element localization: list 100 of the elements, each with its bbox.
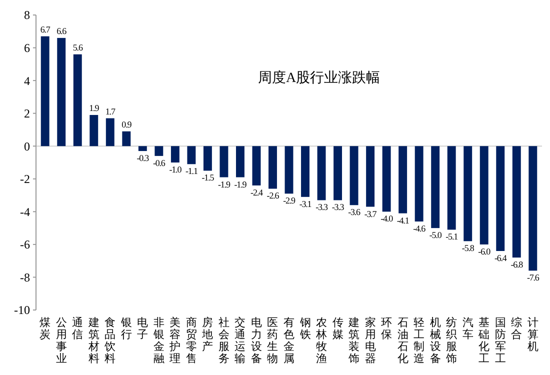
x-tick-label: 医药生物 <box>267 317 278 365</box>
data-label: -7.6 <box>526 272 540 283</box>
bar <box>252 146 261 186</box>
x-tick-label: 汽车 <box>462 317 474 341</box>
x-tick-label: 国防军工 <box>494 317 506 365</box>
bar <box>203 146 212 171</box>
x-tick-label: 美容护理 <box>168 316 181 365</box>
bar <box>57 38 66 146</box>
bar <box>447 146 456 230</box>
bar <box>528 146 538 271</box>
text: 周度A股行业涨跌幅 <box>258 70 380 86</box>
bar <box>414 146 424 222</box>
x-tick-label: 公用事业 <box>56 317 67 365</box>
bar <box>301 146 310 197</box>
data-label: -3.3 <box>316 202 329 212</box>
x-tick-label: 电子 <box>137 316 148 341</box>
data-label: -4.6 <box>413 224 426 234</box>
data-label: -1.9 <box>218 179 231 190</box>
bar <box>334 146 342 200</box>
data-label: -6.8 <box>510 260 524 270</box>
y-tick-label: 8 <box>24 8 30 22</box>
data-label: -3.6 <box>348 207 362 218</box>
data-label: -6.0 <box>478 246 492 256</box>
x-tick-label: 银行 <box>120 317 132 341</box>
x-tick-label: 轻工制造 <box>414 317 425 365</box>
bar <box>317 146 326 200</box>
data-label: 1.7 <box>105 106 116 116</box>
bar <box>284 146 294 194</box>
y-tick-label: -8 <box>20 270 30 284</box>
data-label: -3.7 <box>364 208 378 219</box>
x-tick-label: 石油石化 <box>397 317 408 365</box>
y-tick-label: -10 <box>14 303 30 318</box>
data-label: -1.1 <box>186 166 198 176</box>
bar <box>220 146 228 178</box>
bar <box>236 146 244 178</box>
y-tick-label: -6 <box>20 238 30 252</box>
bar <box>350 146 358 206</box>
bar <box>122 131 131 146</box>
bar <box>464 146 472 242</box>
bar <box>431 146 440 228</box>
data-label: 5.6 <box>72 42 84 52</box>
data-label: -0.6 <box>152 158 166 168</box>
bar <box>480 146 488 244</box>
x-tick-label: 食品饮料 <box>104 317 116 365</box>
data-label: -5.8 <box>462 243 475 254</box>
y-tick-label: 0 <box>24 139 30 154</box>
bar <box>40 36 50 146</box>
data-label: -0.3 <box>136 153 150 164</box>
bar <box>187 146 196 164</box>
data-label: -1.0 <box>169 164 182 174</box>
data-label: -6.4 <box>494 253 508 263</box>
x-tick-label: 电力设备 <box>250 316 262 365</box>
bar <box>138 146 147 152</box>
x-tick-label: 综合 <box>511 316 522 341</box>
bar <box>154 146 164 156</box>
data-label: -4.0 <box>380 214 394 224</box>
x-tick-label: 建筑材料 <box>87 316 100 365</box>
bar <box>106 118 114 146</box>
data-label: 6.6 <box>56 26 68 36</box>
x-tick-label: 计算机 <box>527 316 538 353</box>
data-label: -1.9 <box>234 179 248 190</box>
data-label: -1.5 <box>202 172 215 183</box>
x-tick-label: 农林牧渔 <box>315 317 328 365</box>
x-tick-label: 环保 <box>381 317 392 341</box>
data-label: 0.9 <box>122 119 132 130</box>
data-label: 1.9 <box>89 102 100 113</box>
x-tick-label: 社会服务 <box>218 316 230 365</box>
bar <box>382 146 391 212</box>
x-tick-label: 房地产 <box>201 316 214 353</box>
data-label: -5.0 <box>429 230 442 240</box>
data-label: -4.1 <box>396 215 409 226</box>
data-label: -2.4 <box>250 187 264 198</box>
x-tick-label: 通信 <box>72 316 84 341</box>
bar <box>268 146 277 189</box>
x-tick-label: 交通运输 <box>234 316 246 365</box>
data-label: 6.7 <box>40 24 51 34</box>
bar <box>73 54 82 146</box>
x-tick-label: 基础化工 <box>478 316 490 365</box>
x-tick-label: 传媒 <box>332 317 344 341</box>
data-label: -5.1 <box>446 232 458 242</box>
bar <box>366 146 375 207</box>
bar <box>398 146 408 214</box>
x-tick-label: 有色金属 <box>284 317 294 365</box>
x-tick-label: 钢铁 <box>298 317 311 341</box>
x-tick-label: 煤炭 <box>40 317 51 341</box>
data-label: -3.3 <box>332 202 345 212</box>
y-tick-label: 2 <box>24 106 30 121</box>
y-tick-label: 4 <box>24 74 30 88</box>
x-tick-label: 非银金融 <box>152 316 164 365</box>
y-tick-label: -4 <box>20 204 30 219</box>
x-tick-label: 机械设备 <box>430 317 441 365</box>
bar <box>512 146 521 258</box>
data-label: -2.6 <box>266 190 280 201</box>
bar <box>496 146 505 251</box>
bar <box>90 114 98 146</box>
data-label: -2.9 <box>283 196 296 206</box>
data-label: -3.1 <box>299 198 312 209</box>
x-tick-label: 商贸零售 <box>186 316 197 365</box>
x-tick-label: 家用电器 <box>364 316 376 365</box>
x-tick-label: 纺织服饰 <box>445 316 458 365</box>
